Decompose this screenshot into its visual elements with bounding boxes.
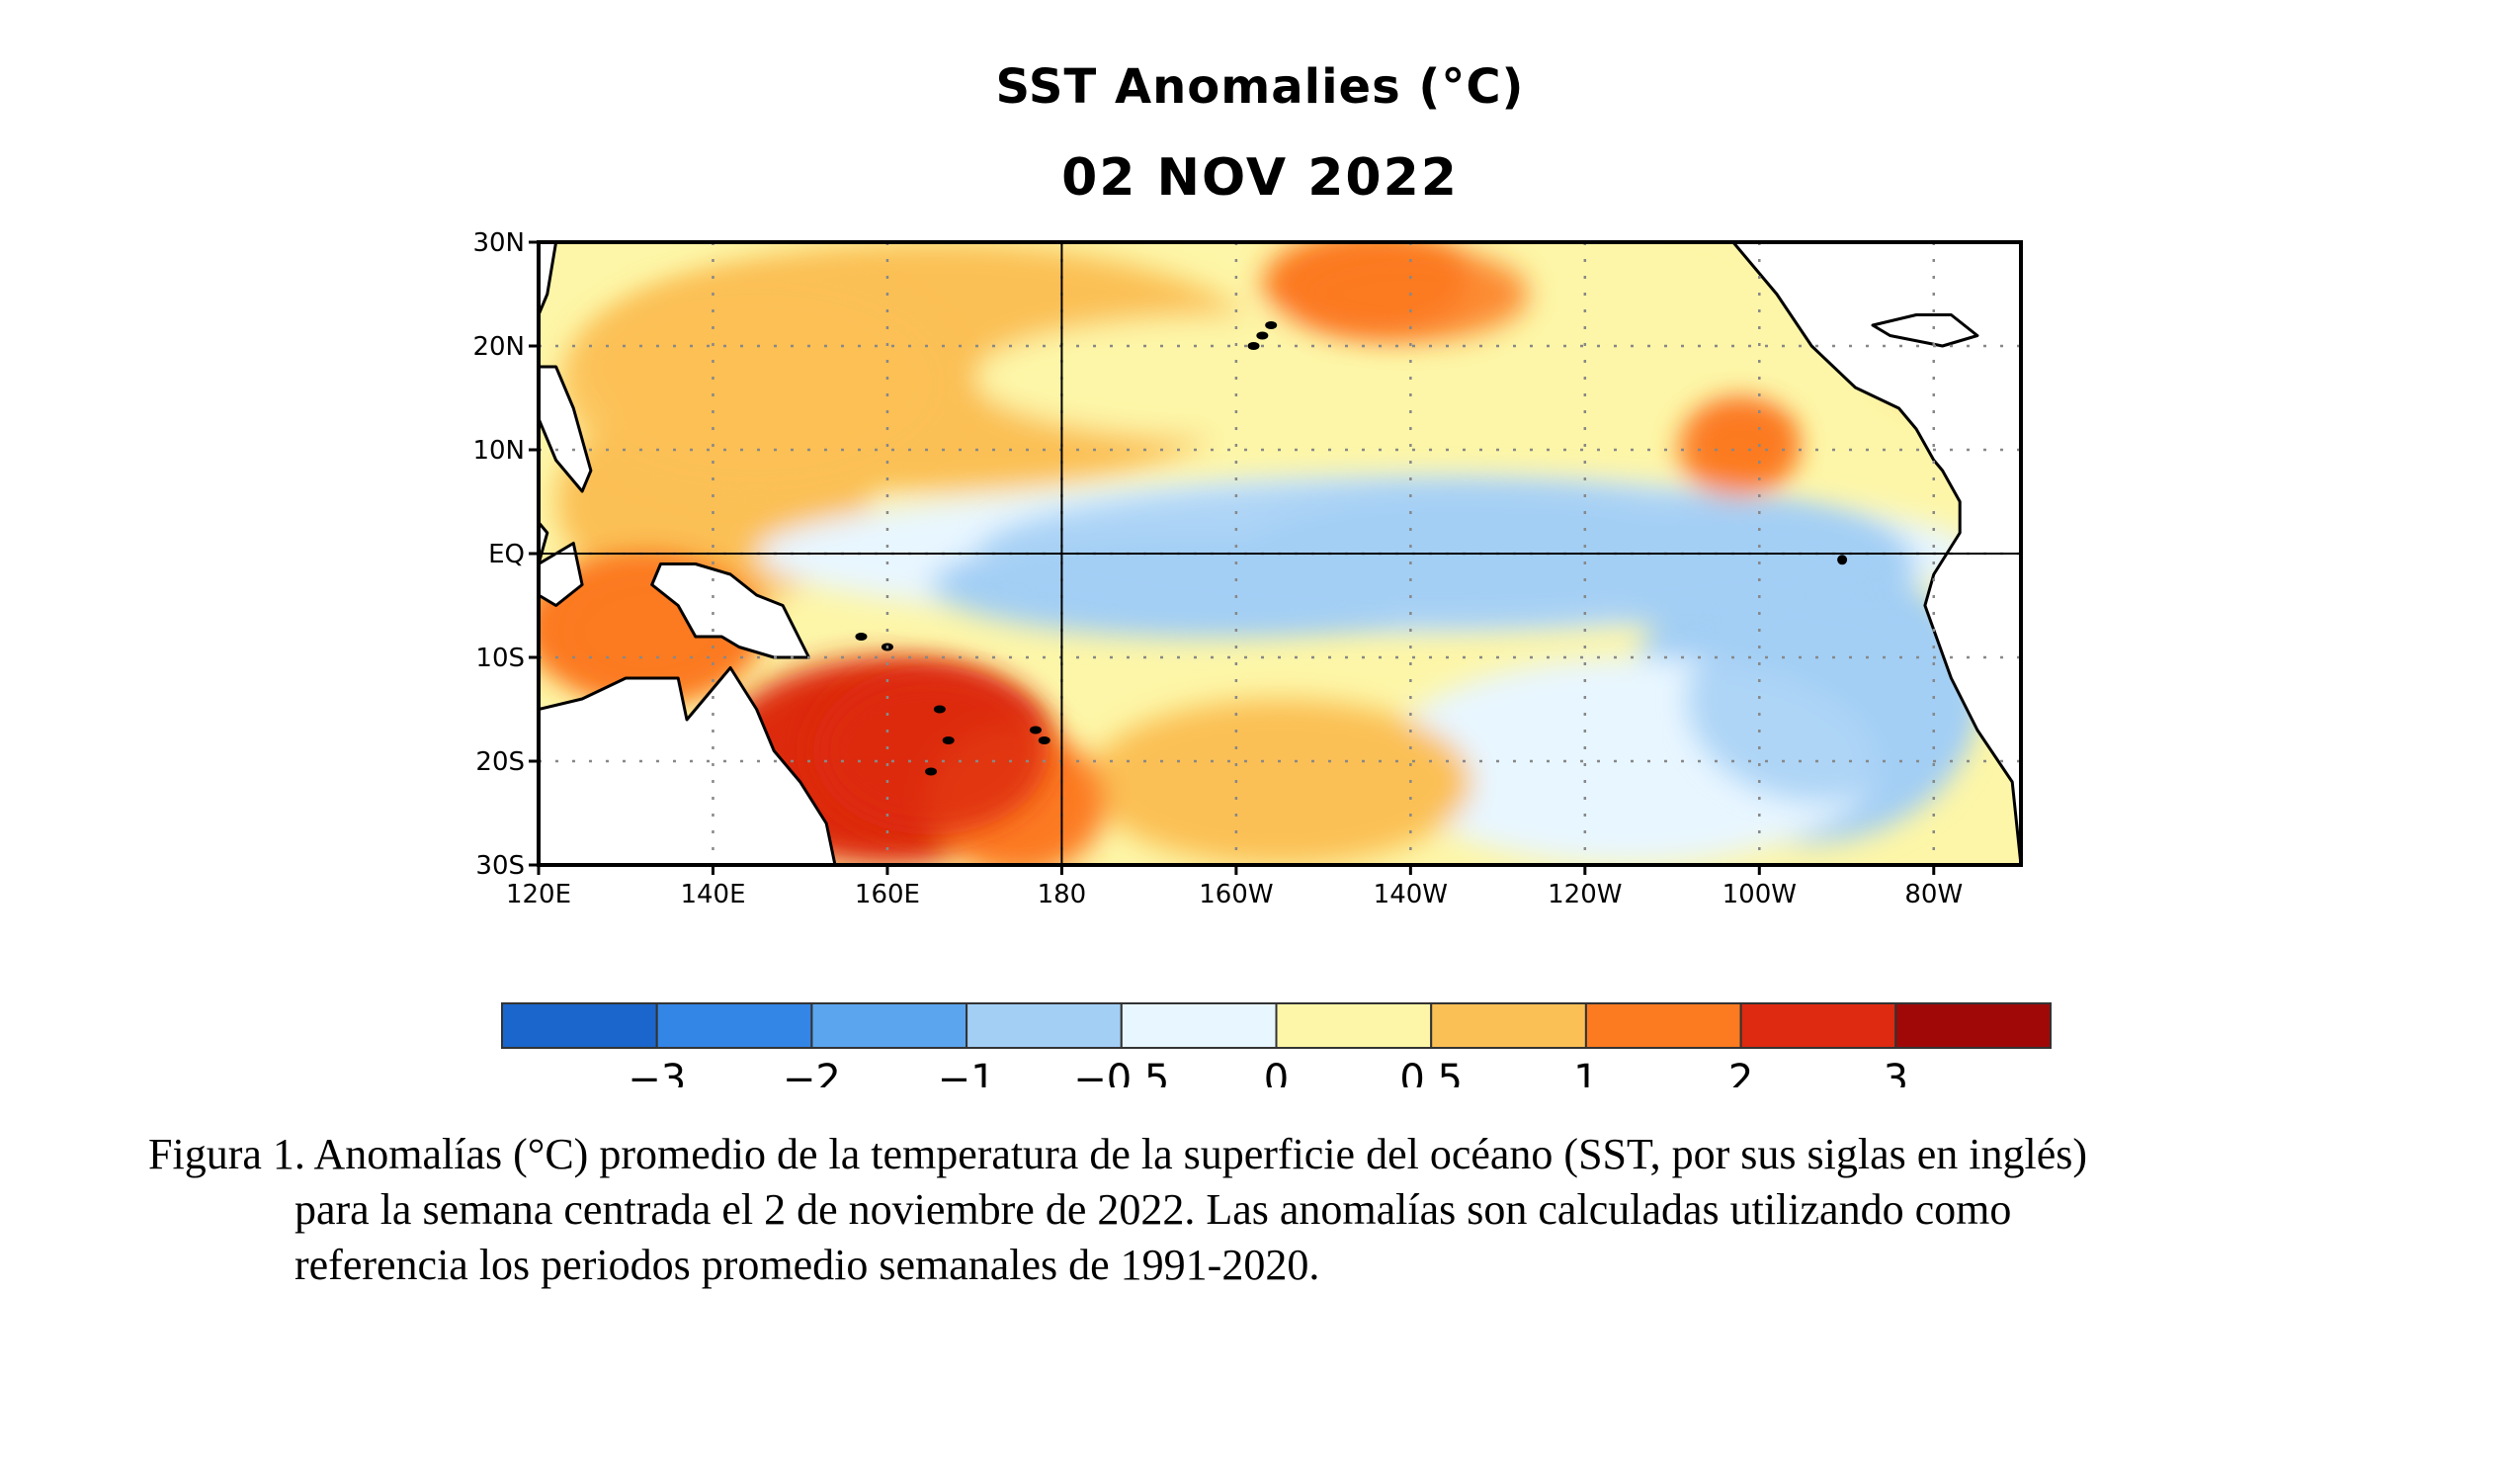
island-5: [1029, 726, 1042, 734]
x-tick-label: 160E: [855, 880, 920, 909]
x-tick-label: 100W: [1722, 880, 1797, 909]
island-4: [942, 736, 955, 744]
caption-line-1: Figura 1. Anomalías (°C) promedio de la …: [148, 1130, 2088, 1178]
island-8: [855, 633, 868, 641]
colorbar-tick-label: −3: [628, 1057, 686, 1087]
y-tick-label: 10S: [475, 644, 525, 673]
colorbar-tick-label: −2: [783, 1057, 841, 1087]
colorbar-tick-label: 1: [1573, 1057, 1598, 1087]
south-central-pacific-warm: [1087, 699, 1472, 865]
x-tick-label: 180: [1038, 880, 1087, 909]
colorbar-swatch-5: [1275, 1002, 1433, 1049]
colorbar-swatch-0: [501, 1002, 658, 1049]
caption-line-2: para la semana centrada el 2 de noviembr…: [294, 1185, 2012, 1234]
colorbar-swatch-1: [655, 1002, 813, 1049]
australia-land: [539, 666, 837, 865]
anomaly-region-4: [560, 275, 954, 490]
colorbar-tick-label: 0.5: [1399, 1057, 1463, 1087]
anomaly-region-6: [1678, 402, 1797, 497]
x-tick-label: 160W: [1199, 880, 1273, 909]
island-0: [1265, 321, 1278, 329]
colorbar-tick-label: 0: [1264, 1057, 1289, 1087]
land-masses: [539, 242, 2021, 865]
colorbar-swatch-8: [1739, 1002, 1897, 1049]
colorbar-swatch-6: [1430, 1002, 1587, 1049]
colorbar: −3 −2 −1 −0.5 0 0.5 1 2 3: [501, 1002, 2053, 1087]
island-3: [933, 705, 946, 714]
x-tick-label: 140W: [1374, 880, 1448, 909]
anomaly-region-1: [1687, 596, 1963, 802]
island-2: [1247, 342, 1260, 350]
x-tick-label: 140E: [680, 880, 745, 909]
taiwan-land: [539, 242, 558, 316]
caption-line-3: referencia los periodos promedio semanal…: [294, 1241, 1320, 1289]
colorbar-tick-label: 2: [1728, 1057, 1753, 1087]
colorbar-swatch-9: [1894, 1002, 2053, 1049]
figure-caption: Figura 1. Anomalías (°C) promedio de la …: [148, 1127, 2401, 1293]
map-axes: 120E 140E 160E 180 160W 140W 120W 100W 80W 30N 20N…: [472, 228, 2023, 909]
sulawesi-land: [539, 542, 584, 607]
new-guinea-land: [650, 562, 810, 659]
map-title: SST Anomalies (°C): [995, 59, 1525, 115]
y-tick-label: 20N: [472, 332, 525, 362]
island-1: [1256, 331, 1269, 340]
y-tick-label: EQ: [488, 540, 525, 569]
small-islands: [855, 321, 1848, 776]
y-tick-label: 30N: [472, 228, 525, 258]
colorbar-swatch-7: [1584, 1002, 1742, 1049]
x-tick-label: 80W: [1904, 880, 1963, 909]
x-tick-label: 120W: [1548, 880, 1622, 909]
x-tick-label: 120E: [506, 880, 571, 909]
sst-anomaly-map: 120E 140E 160E 180 160W 140W 120W 100W 80W 30N 20N…: [472, 228, 2053, 1087]
y-tick-label: 10N: [472, 436, 525, 466]
island-9: [925, 767, 938, 776]
colorbar-tick-label: −0.5: [1073, 1057, 1169, 1087]
colorbar-tick-label: −1: [938, 1057, 996, 1087]
colorbar-tick-label: 3: [1884, 1057, 1908, 1087]
colorbar-swatch-4: [1120, 1002, 1278, 1049]
cuba-land: [1871, 313, 1979, 348]
anomaly-region-2: [812, 666, 1050, 835]
island-6: [1038, 736, 1050, 744]
y-tick-label: 20S: [475, 747, 525, 777]
map-date: 02 NOV 2022: [1061, 148, 1459, 208]
philippines-land: [539, 365, 593, 493]
galapagos-islands: [1837, 555, 1848, 565]
colorbar-swatch-3: [966, 1002, 1123, 1049]
americas-land: [1731, 242, 2021, 865]
y-tick-label: 30S: [475, 851, 525, 881]
colorbar-swatch-2: [810, 1002, 968, 1049]
